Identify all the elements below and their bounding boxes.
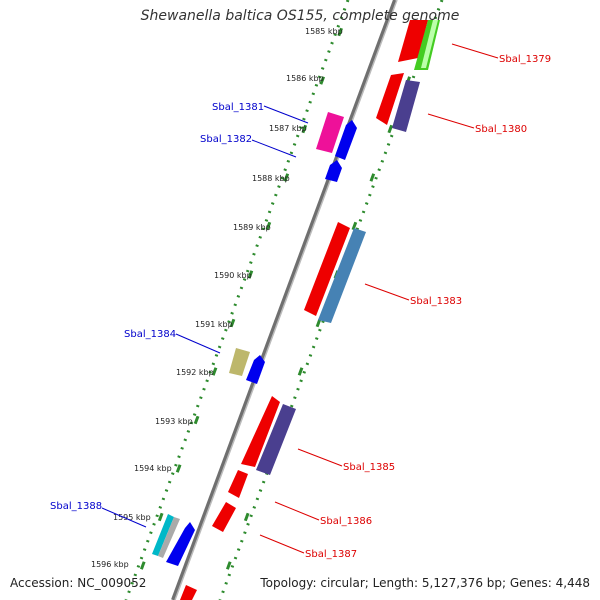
kbp-tick	[351, 221, 358, 231]
gene-label-sbal-1384[interactable]: Sbal_1384	[124, 329, 176, 340]
kbp-tick	[229, 318, 236, 328]
gene-label-sbal-1386[interactable]: Sbal_1386	[320, 516, 372, 527]
callout-sbal-1380	[427, 113, 475, 129]
callout-sbal-1383	[364, 283, 410, 301]
kbp-tick	[247, 270, 254, 279]
gene-sbal-1384-box[interactable]	[229, 348, 250, 376]
gene-next-arrow[interactable]	[180, 585, 197, 600]
gene-sbal-1387-arrow[interactable]	[212, 502, 236, 532]
gene-sbal-1385-box[interactable]	[256, 404, 296, 475]
callout-sbal-1386	[274, 501, 320, 521]
gene-label-sbal-1388[interactable]: Sbal_1388	[50, 501, 102, 512]
gene-label-sbal-1381[interactable]: Sbal_1381	[212, 102, 264, 113]
gene-sbal-1388b-arrow[interactable]	[166, 522, 195, 566]
kbp-tick	[175, 464, 182, 473]
gene-sbal-1380-arrow[interactable]	[376, 73, 404, 125]
gene-sbal-1379-arrow[interactable]	[398, 20, 428, 62]
gene-label-sbal-1380[interactable]: Sbal_1380	[475, 124, 527, 135]
callout-sbal-1382	[251, 139, 297, 158]
gene-sbal-1386-arrow[interactable]	[228, 470, 248, 498]
callout-sbal-1388	[101, 507, 147, 528]
kbp-tick	[369, 173, 376, 182]
gene-sbal-1380-box[interactable]	[392, 80, 420, 132]
topology-summary: Topology: circular; Length: 5,127,376 bp…	[260, 576, 590, 590]
kbp-tick	[387, 124, 394, 134]
gene-label-sbal-1383[interactable]: Sbal_1383	[410, 296, 462, 307]
kbp-tick	[193, 415, 200, 425]
page-title: Shewanella baltica OS155, complete genom…	[140, 8, 460, 24]
gene-sbal-1381-box[interactable]	[316, 112, 344, 153]
accession-label: Accession: NC_009052	[10, 576, 147, 590]
kbp-label: 1589 kbp	[233, 223, 271, 232]
kbp-label: 1587 kbp	[269, 124, 307, 133]
gene-sbal-1382-arrow[interactable]	[335, 120, 357, 160]
kbp-label: 1596 kbp	[91, 560, 129, 569]
gene-label-sbal-1379[interactable]: Sbal_1379	[499, 54, 551, 65]
kbp-label: 1590 kbp	[214, 271, 252, 280]
callout-sbal-1379	[451, 43, 499, 59]
kbp-tick	[297, 367, 304, 376]
gene-sbal-1383-box[interactable]	[318, 228, 366, 323]
gene-sbal-1384b-arrow[interactable]	[246, 355, 265, 384]
callout-sbal-1381	[263, 105, 309, 124]
kbp-tick	[265, 221, 272, 231]
kbp-tick	[283, 173, 290, 182]
kbp-label: 1588 kbp	[252, 174, 290, 183]
kbp-tick	[139, 561, 146, 570]
kbp-label: 1595 kbp	[113, 513, 151, 522]
kbp-label: 1591 kbp	[195, 320, 233, 329]
kbp-tick	[301, 124, 308, 134]
gene-sbal-1388-box[interactable]	[152, 514, 174, 556]
callout-sbal-1387	[259, 534, 305, 554]
gene-sbal-1382b-arrow[interactable]	[325, 160, 342, 182]
kbp-tick	[315, 318, 322, 328]
gene-sbal-1379-box-hi[interactable]	[421, 20, 438, 68]
kbp-label: 1586 kbp	[286, 74, 324, 83]
kbp-tick	[319, 76, 326, 85]
gene-sbal-1388-box2[interactable]	[158, 517, 180, 558]
kbp-label: 1594 kbp	[134, 464, 172, 473]
kbp-label: 1593 kbp	[155, 417, 193, 426]
kbp-label: 1592 kbp	[176, 368, 214, 377]
kbp-tick	[243, 512, 250, 522]
kbp-label: 1585 kbp	[305, 27, 343, 36]
kbp-tick	[211, 367, 218, 376]
kbp-tick	[337, 27, 343, 37]
genome-backbone-shadow	[174, 0, 398, 600]
gene-label-sbal-1382[interactable]: Sbal_1382	[200, 134, 252, 145]
kbp-tick	[157, 512, 164, 522]
callout-sbal-1384	[175, 333, 221, 354]
gene-label-sbal-1385[interactable]: Sbal_1385	[343, 462, 395, 473]
gene-sbal-1385-arrow[interactable]	[241, 396, 280, 467]
genome-backbone	[171, 0, 397, 600]
callout-sbal-1385	[297, 448, 343, 467]
gene-label-sbal-1387[interactable]: Sbal_1387	[305, 549, 357, 560]
kbp-tick	[225, 561, 232, 570]
gene-sbal-1383-arrow[interactable]	[304, 222, 350, 316]
